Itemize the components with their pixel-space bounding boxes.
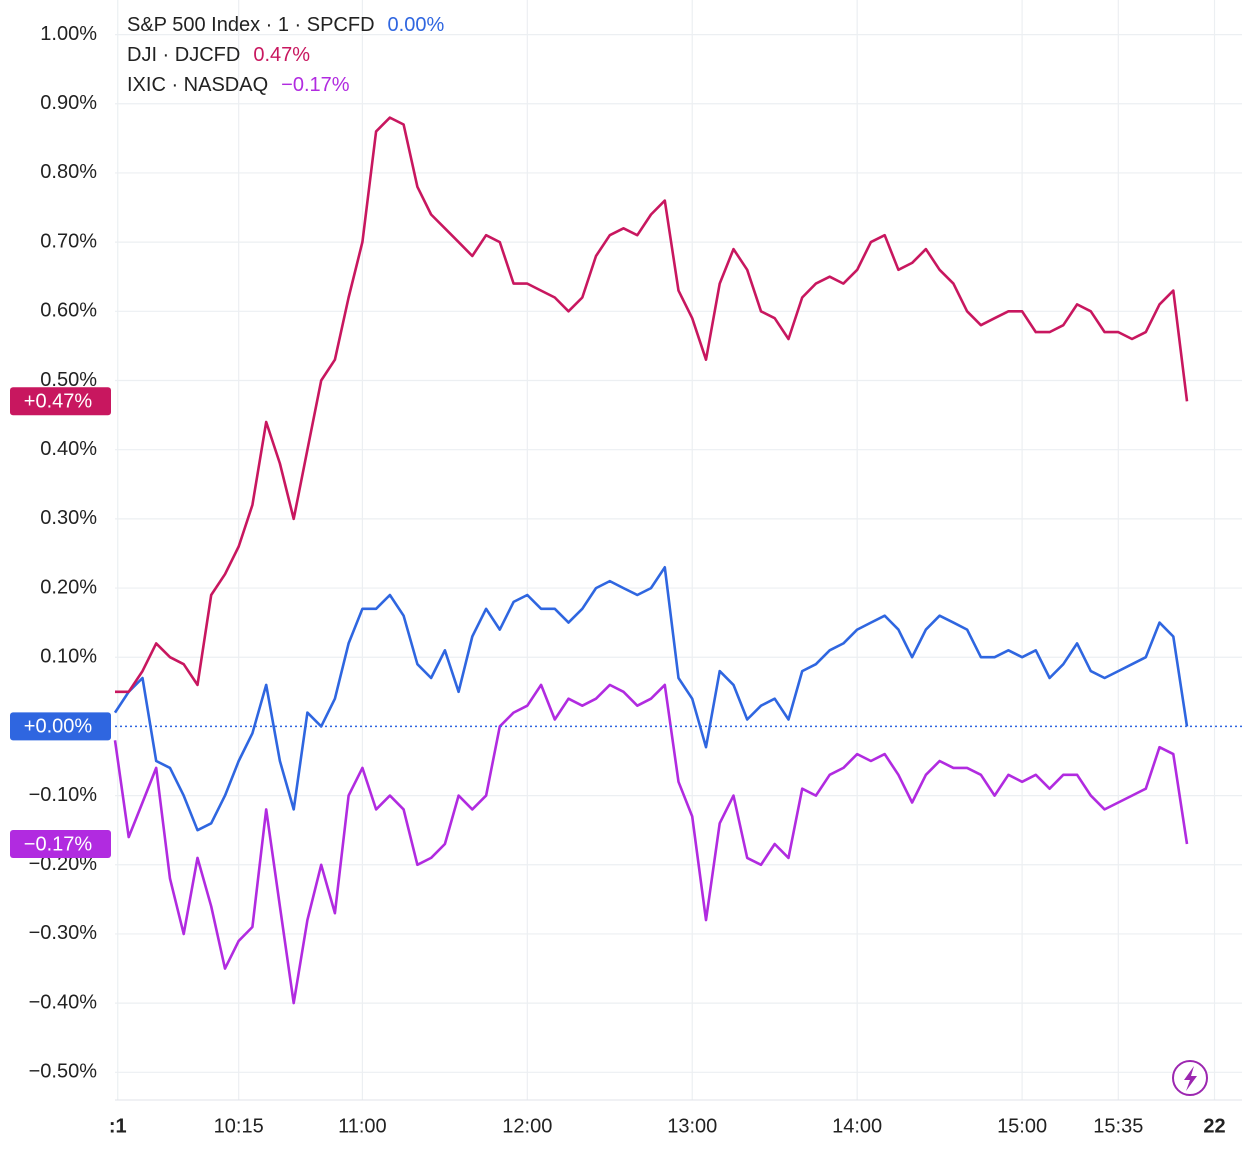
y-tick-label: 0.70% [40, 230, 97, 252]
y-tick-label: 0.40% [40, 438, 97, 460]
lines [113, 116, 1242, 1005]
y-tick-label: −0.10% [29, 784, 98, 806]
y-tick-label: 0.30% [40, 507, 97, 529]
y-tick-label: −0.20% [29, 853, 98, 875]
legend-name: DJI · DJCFD [127, 44, 240, 66]
y-tick-label: −0.30% [29, 922, 98, 944]
legend-value: −0.17% [281, 74, 350, 96]
x-tick-label: 12:00 [502, 1115, 552, 1137]
value-badge [10, 387, 111, 416]
legend-entry: S&P 500 Index · 1 · SPCFD 0.00% [127, 14, 444, 36]
series-line [115, 116, 1189, 694]
x-tick-label: 22 [1203, 1115, 1225, 1137]
value-badge [10, 830, 111, 859]
labels: 1.00% 0.90% 0.80% 0.70% 0.60% 0.50% 0.40% 0.30%… [10, 14, 1226, 1137]
x-tick-label: 14:00 [832, 1115, 882, 1137]
y-tick-label: 0.90% [40, 92, 97, 114]
x-tick-label: 11:00 [338, 1115, 387, 1137]
x-tick-label: 15:00 [997, 1115, 1047, 1137]
y-tick-label: 0.50% [40, 369, 97, 391]
y-tick-label: 1.00% [40, 23, 97, 45]
series-line [113, 683, 1189, 1005]
value-badge [10, 712, 111, 741]
legend-value: 0.00% [388, 14, 445, 36]
y-tick-label: 0.10% [40, 646, 97, 668]
legend-entry: DJI · DJCFD 0.47% [127, 44, 310, 66]
value-badge-label: −0.17% [24, 833, 93, 855]
series-line [113, 566, 1189, 832]
y-tick-label: 0.20% [40, 576, 97, 598]
value-badge-label: +0.47% [24, 391, 93, 413]
x-tick-label: 10:15 [214, 1115, 264, 1137]
legend-value: 0.47% [253, 44, 310, 66]
value-badge-label: +0.00% [24, 716, 93, 738]
y-tick-label: 0.60% [40, 300, 97, 322]
x-tick-label: :1 [109, 1115, 127, 1137]
y-tick-label: −0.50% [29, 1061, 98, 1083]
x-tick-label: 15:35 [1093, 1115, 1143, 1137]
legend-entry: IXIC · NASDAQ −0.17% [127, 74, 350, 96]
lightning-button[interactable] [1172, 1060, 1208, 1096]
x-tick-label: 13:00 [667, 1115, 717, 1137]
y-tick-label: −0.40% [29, 991, 98, 1013]
legend-name: S&P 500 Index · 1 · SPCFD [127, 14, 375, 36]
grid [115, 0, 1242, 1100]
y-tick-label: 0.80% [40, 161, 97, 183]
legend-name: IXIC · NASDAQ [127, 74, 268, 96]
